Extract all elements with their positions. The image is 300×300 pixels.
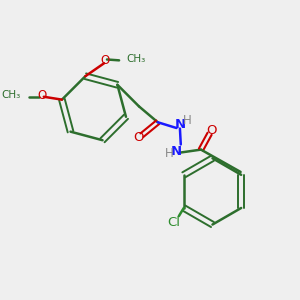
Text: CH₃: CH₃ — [1, 90, 20, 100]
Text: N: N — [175, 118, 186, 131]
Text: H: H — [165, 147, 174, 161]
Text: H: H — [183, 114, 192, 127]
Text: N: N — [171, 145, 182, 158]
Text: O: O — [100, 54, 109, 68]
Text: O: O — [206, 124, 216, 137]
Text: Cl: Cl — [167, 217, 180, 230]
Text: CH₃: CH₃ — [126, 54, 146, 64]
Text: O: O — [37, 89, 46, 102]
Text: O: O — [134, 131, 144, 144]
